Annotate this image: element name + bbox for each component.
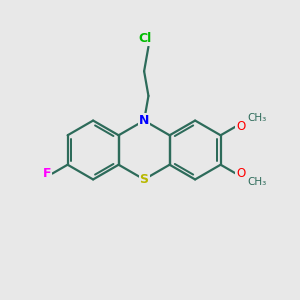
Text: Cl: Cl: [138, 32, 152, 45]
Text: O: O: [236, 120, 245, 133]
Text: CH₃: CH₃: [247, 177, 266, 187]
Text: F: F: [43, 167, 51, 180]
Text: N: N: [139, 114, 149, 127]
Text: O: O: [236, 167, 245, 180]
Text: S: S: [140, 173, 148, 186]
Text: CH₃: CH₃: [247, 113, 266, 123]
